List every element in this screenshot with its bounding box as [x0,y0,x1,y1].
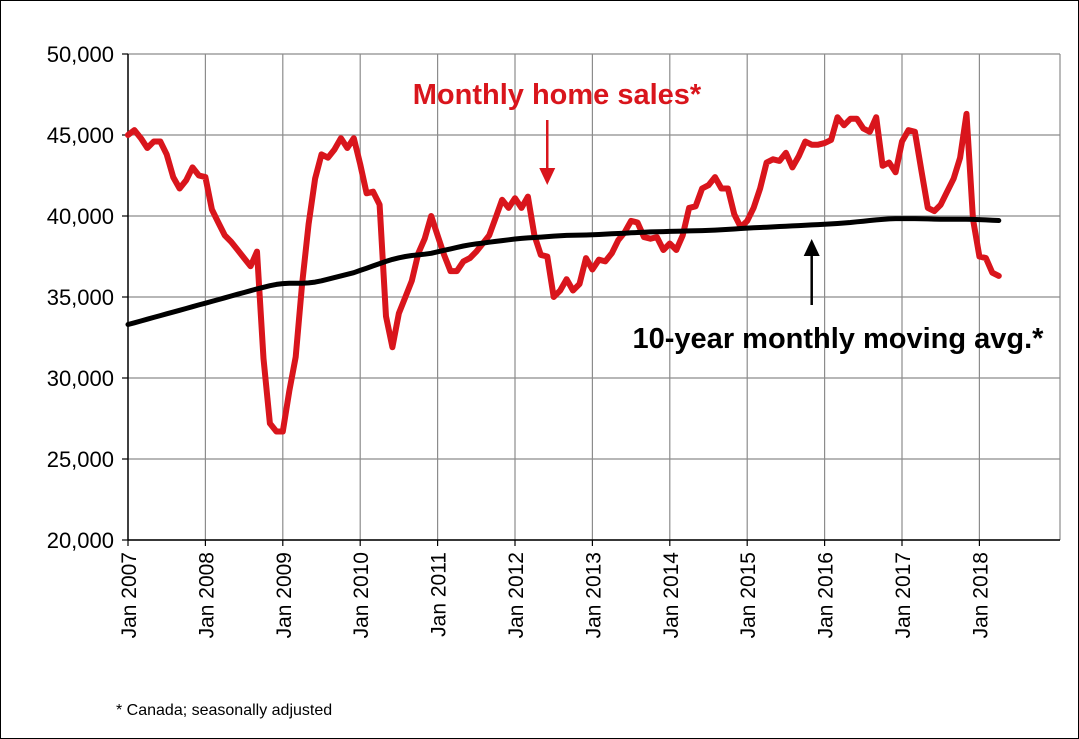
x-axis-ticks: Jan 2007 Jan 2008 Jan 2009 Jan 2010 Jan 2011… [118,552,992,639]
x-tick-label: Jan 2016 [815,552,838,638]
y-tick-label: 20,000 [47,528,114,553]
grid-lines [128,53,1061,541]
x-tick-label: Jan 2014 [660,552,683,639]
monthly-sales-line [125,110,1002,435]
y-tick-label: 45,000 [47,123,114,148]
x-tick-label: Jan 2007 [118,552,141,638]
moving-average-arrow-head [803,239,820,256]
monthly-sales-arrow-head [539,168,556,185]
moving-average-line [125,216,1002,327]
x-tick-label: Jan 2009 [273,552,296,638]
y-axis-ticks: 20,000 25,000 30,000 35,000 40,000 45,000 50,0… [47,42,114,553]
x-tick-label: Jan 2013 [582,552,605,638]
moving-average-label: 10-year monthly moving avg.* [633,323,1045,355]
y-tick-label: 30,000 [47,366,114,391]
x-tick-label: Jan 2017 [892,552,915,638]
x-tick-label: Jan 2012 [505,552,528,638]
x-tick-label: Jan 2018 [969,552,992,638]
y-tick-label: 25,000 [47,447,114,472]
y-tick-label: 35,000 [47,285,114,310]
y-tick-label: 40,000 [47,204,114,229]
x-tick-label: Jan 2010 [350,552,373,638]
monthly-sales-label: Monthly home sales* [413,79,702,111]
x-tick-label: Jan 2008 [195,552,218,638]
series-lines [125,110,1002,435]
footnote: * Canada; seasonally adjusted [116,702,333,719]
y-tick-label: 50,000 [47,42,114,67]
annotations: Monthly home sales* 10-year monthly movin… [413,79,1044,355]
x-tick-label: Jan 2015 [737,552,760,638]
x-tick-label: Jan 2011 [428,552,451,637]
